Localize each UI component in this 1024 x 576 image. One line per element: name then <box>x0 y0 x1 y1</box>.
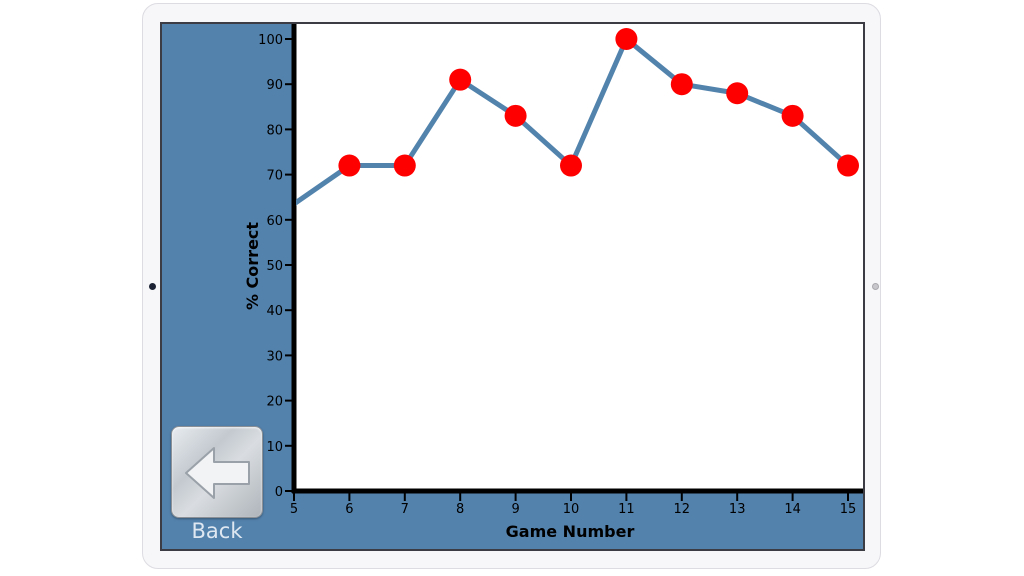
y-tick-label: 20 <box>266 395 283 410</box>
x-axis: 5 6 7 8 9 10 11 12 13 14 15 <box>290 488 863 517</box>
y-tick-label: 30 <box>266 349 283 364</box>
x-tick-label: 6 <box>345 502 353 517</box>
data-point <box>670 73 693 96</box>
y-tick-label: 0 <box>275 485 283 500</box>
x-axis-label: Game Number <box>506 522 635 541</box>
plot-area <box>296 24 863 490</box>
x-tick-label: 11 <box>618 502 635 517</box>
y-axis-label: % Correct <box>243 222 262 310</box>
y-tick-label: 70 <box>266 169 283 184</box>
data-point <box>393 154 416 177</box>
y-tick-label: 80 <box>266 123 283 138</box>
y-tick-label: 90 <box>266 78 283 93</box>
data-point <box>615 28 638 50</box>
x-tick-label: 7 <box>401 502 409 517</box>
x-tick-label: 9 <box>511 502 519 517</box>
left-arrow-icon <box>185 447 250 499</box>
y-tick-label: 100 <box>258 33 283 48</box>
data-point <box>726 82 749 105</box>
y-tick-label: 40 <box>266 304 283 319</box>
data-point <box>837 154 859 177</box>
data-point <box>504 104 527 127</box>
screen-frame <box>160 22 865 551</box>
y-tick-label: 50 <box>266 259 283 274</box>
x-tick-label: 5 <box>290 502 298 517</box>
series-percent-correct <box>296 28 859 206</box>
x-tick-label: 8 <box>456 502 464 517</box>
x-tick-label: 10 <box>563 502 580 517</box>
x-tick-label: 15 <box>840 502 857 517</box>
data-point <box>560 154 582 177</box>
back-button-label: Back <box>191 519 243 543</box>
camera-dot <box>149 283 156 290</box>
back-button[interactable] <box>171 426 263 518</box>
y-tick-label: 60 <box>266 214 283 229</box>
y-tick-label: 10 <box>266 440 283 455</box>
data-point <box>781 104 804 127</box>
home-button <box>872 283 879 290</box>
x-tick-label: 13 <box>729 502 746 517</box>
data-point <box>338 154 361 177</box>
x-tick-label: 12 <box>674 502 691 517</box>
data-point <box>449 68 472 91</box>
x-tick-label: 14 <box>784 502 801 517</box>
